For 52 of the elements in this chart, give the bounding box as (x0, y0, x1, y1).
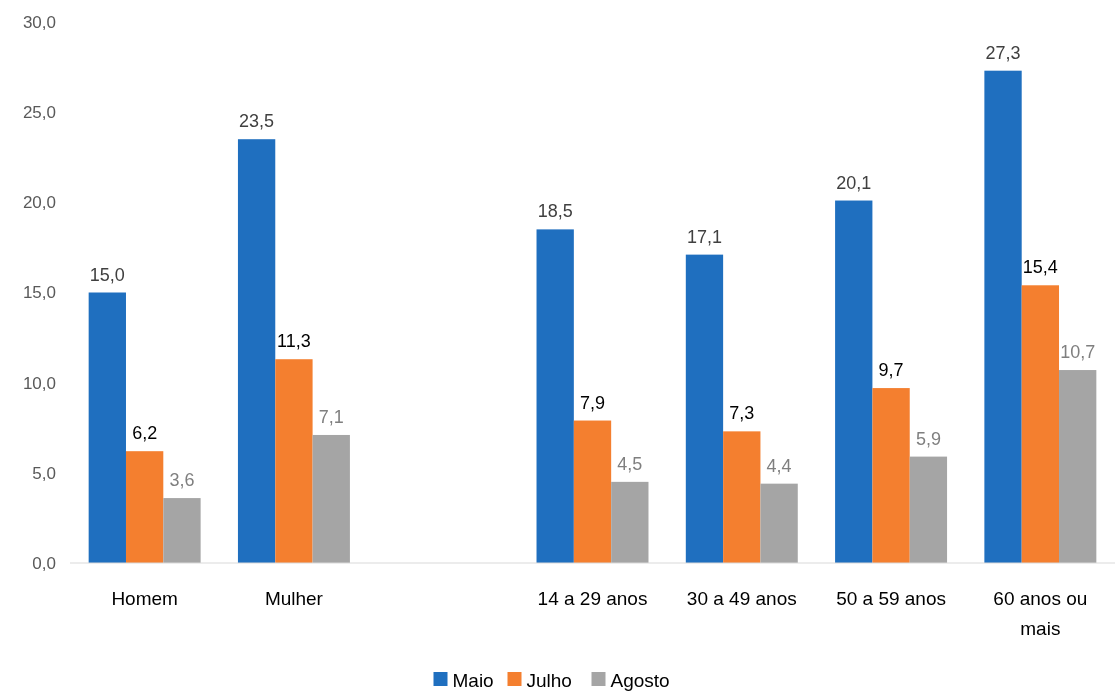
data-label: 17,1 (686, 226, 722, 247)
bar (611, 481, 649, 563)
bar (723, 431, 761, 563)
x-tick-label: 14 a 29 anos (537, 588, 648, 609)
bar (163, 498, 201, 563)
data-label: 18,5 (537, 201, 573, 222)
bar (573, 420, 612, 563)
data-label: 7,1 (318, 406, 344, 427)
y-tick-label: 15,0 (22, 283, 56, 303)
y-tick-label: 10,0 (22, 373, 56, 393)
bar (275, 359, 313, 563)
y-tick-label: 5,0 (32, 463, 56, 483)
data-label: 7,3 (729, 403, 755, 424)
data-label: 6,2 (132, 423, 158, 444)
data-label: 4,4 (766, 455, 792, 476)
data-label: 10,7 (1060, 342, 1096, 363)
legend-label: Agosto (610, 669, 670, 691)
bar (909, 456, 948, 563)
data-label: 9,7 (878, 360, 904, 381)
y-tick-label: 20,0 (22, 193, 56, 213)
x-tick-label: Homem (111, 588, 178, 609)
y-tick-label: 25,0 (22, 103, 56, 123)
bar (835, 200, 873, 563)
bar (984, 70, 1022, 563)
data-label: 7,9 (579, 392, 606, 413)
legend-label: Julho (526, 669, 572, 691)
bar (125, 451, 164, 563)
data-label: 20,1 (836, 172, 872, 193)
data-label: 5,9 (915, 428, 941, 449)
y-tick-label: 0,0 (32, 553, 56, 573)
y-tick-label: 30,0 (22, 12, 56, 32)
x-tick-label: 30 a 49 anos (686, 588, 797, 609)
bar (685, 254, 724, 563)
data-label: 11,3 (277, 331, 311, 352)
x-tick-label: Mulher (264, 588, 324, 609)
data-label: 15,4 (1022, 257, 1058, 278)
bar (237, 139, 276, 563)
x-tick-label: 50 a 59 anos (836, 588, 947, 609)
x-tick-label: 60 anos ou mais (993, 588, 1088, 639)
legend-label: Maio (452, 669, 494, 691)
bar (760, 483, 798, 563)
data-label: 27,3 (985, 42, 1021, 63)
bar (312, 434, 350, 563)
data-label: 4,5 (617, 453, 643, 474)
data-label: 3,6 (169, 470, 195, 491)
bar (1059, 370, 1097, 563)
data-label: 23,5 (239, 111, 275, 132)
data-label: 15,0 (89, 264, 125, 285)
bar (1021, 285, 1060, 563)
bar (872, 388, 910, 563)
bar (88, 292, 126, 563)
bar (536, 229, 574, 563)
